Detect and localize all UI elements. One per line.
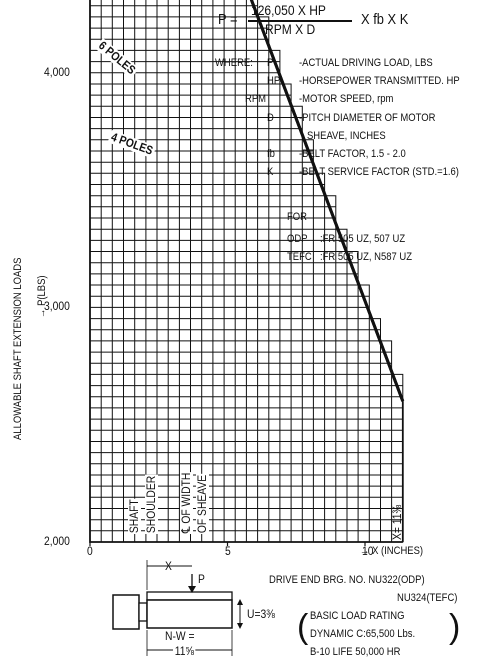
drawing-u-label: U=3⅜ [247,607,275,621]
y-tick-label: 4,000 [44,64,70,79]
legend-description: -ACTUAL DRIVING LOAD, LBS [299,57,433,69]
legend-description: -HORSEPOWER TRANSMITTED. HP [299,75,460,88]
legend-symbol: D [267,111,274,124]
annotation-width: ℄ OF WIDTH [179,471,193,534]
legend-symbol: P [267,57,274,69]
rating-line-3: B-10 LIFE 50,000 HR [310,646,401,658]
for-odp-value: :FR 505 UZ, 507 UZ [320,233,406,245]
y-tick-label: 2,000 [44,534,70,548]
y-axis-label: ALLOWABLE SHAFT EXTENSION LOADS [12,257,24,440]
formula-rhs: X fb X K [361,11,409,28]
shaft-drawing [112,560,243,656]
series-line-4-poles [249,0,405,402]
for-tefc-label: TEFC [287,251,312,263]
annotation-x-end: X= 11⅜ [390,504,404,540]
tick-marks [89,542,366,546]
rating-line-1: BASIC LOAD RATING [310,610,405,622]
legend-description: SHEAVE, INCHES [307,129,386,142]
load-arrow-head [188,586,196,593]
formula-denominator: RPM X D [265,21,316,37]
series-lines [249,0,405,402]
for-heading: FOR [287,211,307,223]
legend-where-label: WHERE: [215,57,253,69]
x-tick-label: 5 [224,544,231,558]
drawing-p-label: P [198,572,205,586]
legend-symbol: K [267,166,274,179]
legend-symbol: HP [267,75,281,88]
rating-paren-open: ( [297,608,309,646]
annotation-of-sheave: OF SHEAVE [195,473,209,534]
u-arrow-bottom [237,623,243,629]
legend-symbol: fb [267,148,275,160]
legend-symbol: RPM [245,93,267,106]
x-tick-label: 0 [87,544,93,558]
u-arrow-top [237,599,243,605]
drawing-nw-label: N-W = [165,629,195,643]
bearing-line-1: DRIVE END BRG. NO. NU322(ODP) [269,574,425,586]
formula-lhs: P = [218,11,238,28]
for-odp-label: ODP [287,233,308,245]
shaft-body [146,599,233,629]
shaft-key [146,591,233,601]
drawing-nw-value: 11⅝ [173,644,196,658]
formula-numerator: 126,050 X HP [251,2,326,18]
y-tick-label: 3,000 [44,299,70,314]
legend-description: -BELT FACTOR, 1.5 - 2.0 [299,148,406,160]
legend-description: -PITCH DIAMETER OF MOTOR [299,111,436,124]
for-tefc-value: :FR 505 UZ, N587 UZ [320,251,413,263]
bearing-housing [138,602,148,622]
bearing-line-2: NU324(TEFC) [397,592,458,604]
annotation-shoulder: SHOULDER [144,474,158,534]
legend-description: -BELT SERVICE FACTOR (STD.=1.6) [299,166,459,179]
drawing-x-label: X [165,559,172,573]
x-axis-label: → X (INCHES) [360,545,424,557]
motor-frame [112,594,140,630]
rating-paren-close: ) [449,608,461,646]
annotation-shaft: SHAFT [127,498,141,534]
legend-description: -MOTOR SPEED, rpm [299,93,394,106]
formula-fraction-bar [248,20,352,22]
x-tick-label: 10 [362,544,374,558]
rating-line-2: DYNAMIC C:65,500 Lbs. [310,628,416,640]
